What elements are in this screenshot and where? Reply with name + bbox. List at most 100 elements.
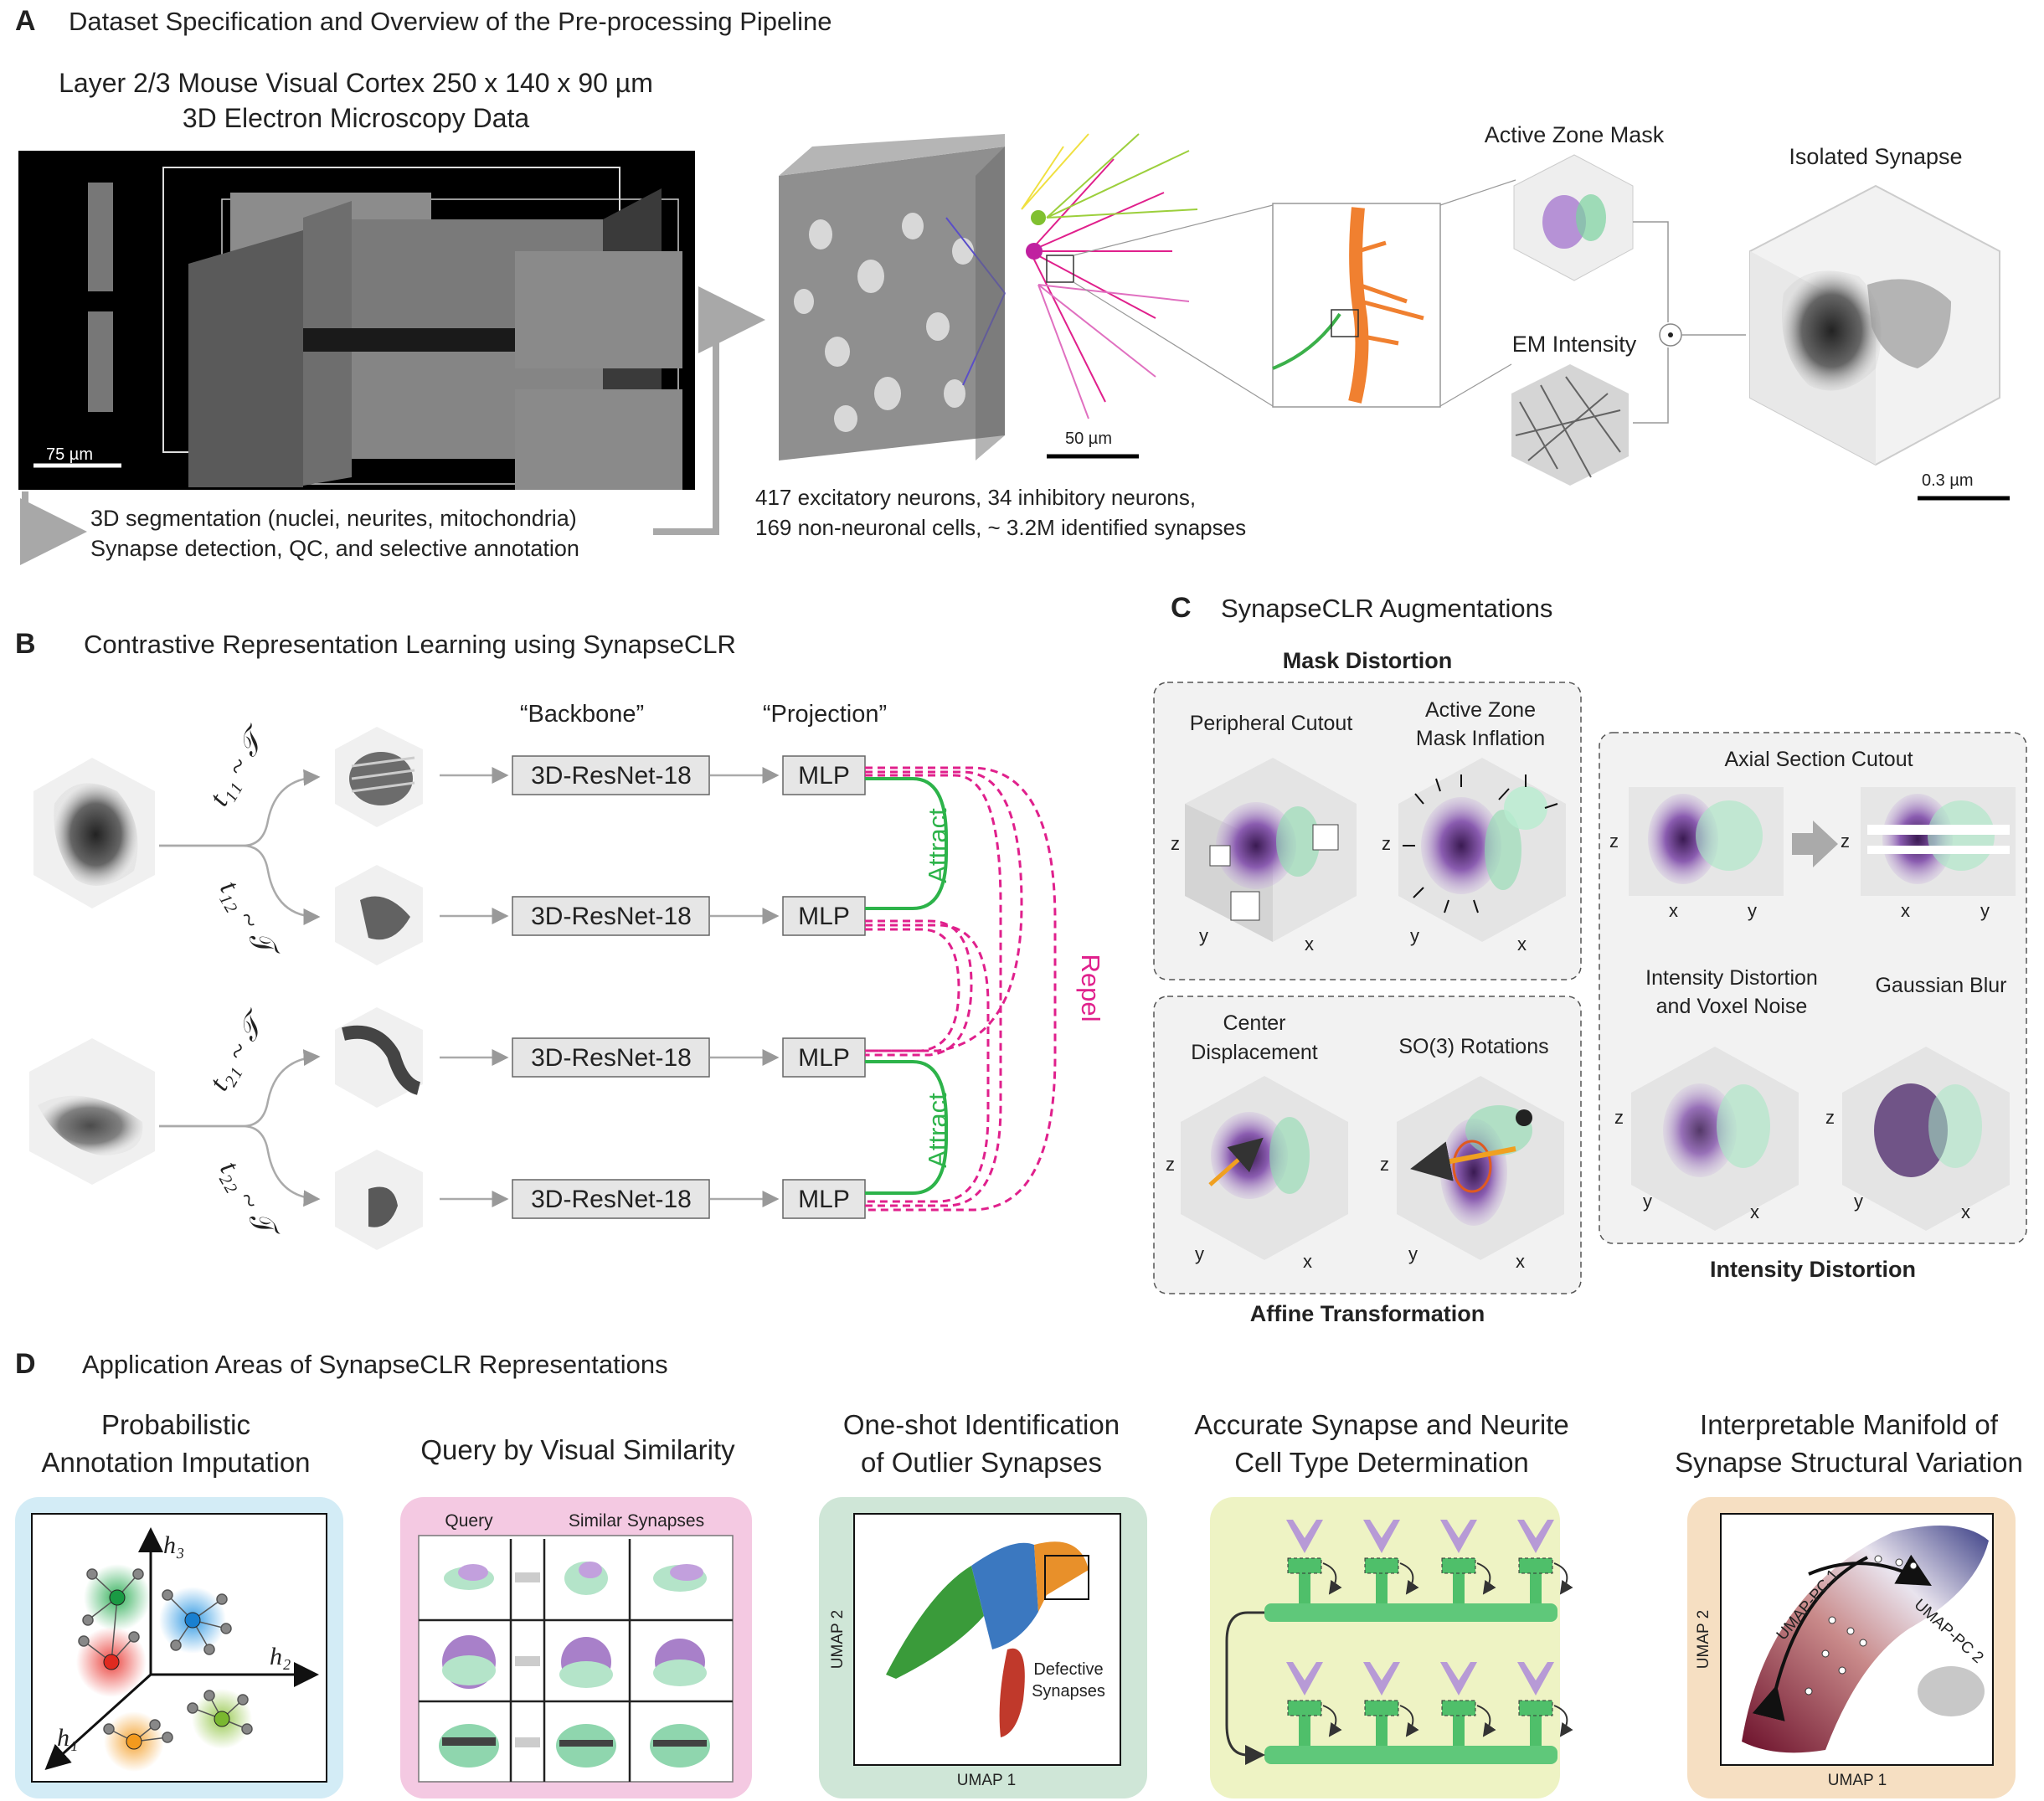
query-header: Query [445,1511,493,1531]
pipeline-arrow-down [20,491,87,565]
augmented-view-21 [335,1007,423,1108]
augmented-view-11 [335,727,423,827]
app4-title-1: Accurate Synapse and Neurite [1194,1409,1569,1440]
axial-cutout-before: z x y [1609,787,1784,921]
axis-z: z [1380,1154,1389,1175]
axis-x: x [1961,1202,1970,1222]
az-inflation-label-2: Mask Inflation [1416,727,1545,750]
umap2-label: UMAP 2 [829,1610,847,1669]
app3-title-1: One-shot Identification [843,1409,1120,1440]
em-intensity-label: EM Intensity [1512,332,1637,357]
projection-header: “Projection” [763,701,887,728]
umap2-label: UMAP 2 [1695,1610,1712,1669]
axis-y: y [1195,1243,1204,1264]
outlier-detection-card: Defective Synapses UMAP 1 UMAP 2 [819,1497,1147,1798]
axis-y: y [1980,900,1990,921]
axial-cutout-label: Axial Section Cutout [1724,748,1913,771]
panel-a-letter: A [15,5,36,37]
center-displacement-cube: z y x [1166,1076,1348,1272]
axis-y: y [1854,1191,1863,1212]
attract-label-1: Attract [923,808,952,883]
axis-y: y [1410,925,1419,946]
center-displacement-label-2: Displacement [1191,1041,1318,1064]
em-intensity-cube [1511,364,1629,486]
mlp-box-label: MLP [798,903,850,930]
h2-label: h₂ [270,1643,291,1670]
volume-scalebar-label: 50 µm [1065,430,1112,448]
repel-label: Repel [1076,955,1105,1022]
mlp-box-label: MLP [798,762,850,790]
axis-x: x [1669,900,1678,921]
axis-z: z [1382,833,1391,854]
active-zone-mask-label: Active Zone Mask [1485,122,1665,147]
axis-x: x [1901,900,1910,921]
panel-b-letter: B [15,628,36,660]
axis-x: x [1750,1202,1759,1222]
input-synapse-2 [29,1038,155,1185]
axis-y: y [1199,925,1208,946]
mask-distortion-label: Mask Distortion [1283,648,1453,673]
t11-label: t₁₁ ~ 𝒯 [203,720,274,811]
panel-d-letter: D [15,1348,36,1380]
affine-transformation-label: Affine Transformation [1250,1301,1485,1326]
pipeline-arrow-right [653,286,765,535]
axial-arrow-icon [1792,821,1838,867]
gaussian-blur-label: Gaussian Blur [1875,974,2006,997]
app2-title: Query by Visual Similarity [420,1434,735,1465]
stats-line-1: 417 excitatory neurons, 34 inhibitory ne… [755,485,1196,510]
backbone-box-label: 3D-ResNet-18 [531,1186,692,1213]
panel-d-title: Application Areas of SynapseCLR Represen… [82,1350,668,1379]
panel-a: A Dataset Specification and Overview of … [15,5,2010,565]
neuron-volume-image: 50 µm [779,133,1198,461]
attract-label-2: Attract [923,1093,952,1168]
synapse-scalebar-label: 0.3 µm [1922,471,1974,490]
backbone-header: “Backbone” [520,701,644,728]
axis-z: z [1841,831,1850,852]
mlp-box-label: MLP [798,1044,850,1072]
umap1-label: UMAP 1 [957,1772,1016,1789]
repel-connectors [865,766,1057,1212]
backbone-box-label: 3D-ResNet-18 [531,903,692,930]
defective-box [1044,1555,1089,1600]
synapse-glyph-icon [1440,1662,1496,1746]
h3-label: h₃ [163,1531,184,1559]
intensity-noise-label-2: and Voxel Noise [1656,995,1808,1018]
axis-x: x [1303,1251,1312,1272]
axis-y: y [1408,1243,1418,1264]
panel-c: C SynapseCLR Augmentations Mask Distorti… [1153,592,2027,1326]
panel-a-title: Dataset Specification and Overview of th… [69,7,832,36]
backbone-row-1: 3D-ResNet-18 MLP [512,755,866,795]
manifold-card: UMAP-PC 1 UMAP-PC 2 UMAP 1 UMAP 2 [1687,1497,2016,1798]
synapse-glyph-icon [1440,1520,1496,1603]
peripheral-cutout-cube: z y x [1171,758,1357,955]
synapse-glyph-icon [1363,1662,1419,1746]
isolated-synapse-cube [1749,184,2000,466]
app3-title-2: of Outlier Synapses [861,1447,1102,1478]
dataset-line-2: 3D Electron Microscopy Data [183,103,530,133]
synapse-glyph-icon [1286,1662,1342,1746]
backbone-row-2: 3D-ResNet-18 MLP [512,896,866,936]
panel-b-title: Contrastive Representation Learning usin… [84,630,736,659]
app5-title-1: Interpretable Manifold of [1700,1409,1999,1440]
axis-x: x [1517,934,1527,955]
axis-z: z [1614,1107,1624,1128]
axis-z: z [1171,833,1180,854]
dataset-line-1: Layer 2/3 Mouse Visual Cortex 250 x 140 … [59,68,653,98]
backbone-box-label: 3D-ResNet-18 [531,1044,692,1072]
pipeline-line-2: Synapse detection, QC, and selective ann… [90,536,579,561]
axis-x: x [1305,934,1314,955]
synapse-glyph-icon [1517,1662,1573,1746]
panel-d: D Application Areas of SynapseCLR Repres… [15,1348,2023,1798]
em-scalebar-label: 75 µm [46,445,93,464]
az-inflation-cube: z y x [1382,758,1566,955]
axis-y: y [1748,900,1757,921]
panel-c-letter: C [1171,592,1192,624]
augmented-view-12 [335,865,423,965]
defective-label-1: Defective [1033,1660,1103,1679]
intensity-distortion-label: Intensity Distortion [1710,1257,1916,1282]
panel-b: B Contrastive Representation Learning us… [15,628,1105,1250]
synapse-glyph-icon [1517,1520,1573,1603]
stats-line-2: 169 non-neuronal cells, ~ 3.2M identifie… [755,515,1246,540]
so3-rotations-cube: z y x [1380,1076,1564,1272]
axis-z: z [1166,1154,1175,1175]
